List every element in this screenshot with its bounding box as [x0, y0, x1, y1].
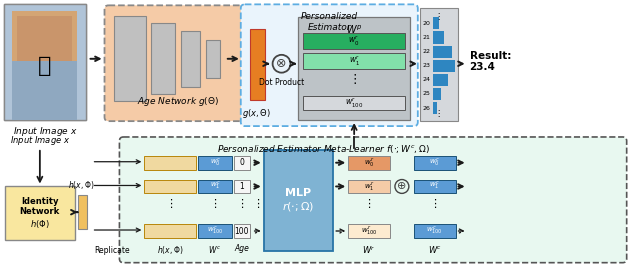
Text: ⋮: ⋮	[164, 199, 176, 209]
Text: 👧: 👧	[38, 56, 52, 76]
Bar	[433, 102, 437, 114]
Bar	[181, 31, 200, 86]
Text: Result:
23.4: Result: 23.4	[470, 51, 511, 72]
Text: $w_0^r$: $w_0^r$	[364, 157, 374, 169]
Bar	[303, 33, 405, 49]
Text: 0: 0	[239, 158, 244, 167]
Bar	[17, 16, 72, 61]
Bar	[12, 61, 77, 120]
Bar	[303, 96, 405, 110]
Text: $w_0^r$: $w_0^r$	[348, 34, 360, 48]
Text: 26: 26	[423, 106, 431, 111]
Bar	[198, 156, 232, 170]
Text: Input Image $x$: Input Image $x$	[13, 125, 77, 138]
Text: ⊗: ⊗	[276, 57, 287, 70]
Bar	[234, 156, 250, 170]
Text: $w_{100}^r$: $w_{100}^r$	[345, 96, 364, 110]
Text: $W^r$: $W^r$	[362, 244, 376, 256]
Bar	[198, 180, 232, 193]
Text: ⋮: ⋮	[429, 199, 440, 209]
Text: ⋮: ⋮	[435, 12, 443, 21]
Text: $w_{100}^r$: $w_{100}^r$	[361, 225, 378, 237]
Text: $W^c$: $W^c$	[428, 244, 442, 255]
Text: ⋮: ⋮	[236, 199, 247, 209]
Text: $W^p$: $W^p$	[346, 23, 362, 36]
Text: $w_1^r$: $w_1^r$	[364, 180, 374, 193]
Text: 25: 25	[423, 92, 431, 96]
Bar	[144, 224, 196, 238]
Text: $W^c$: $W^c$	[209, 244, 221, 255]
Bar	[198, 224, 232, 238]
Text: $w_1^c$: $w_1^c$	[209, 180, 220, 193]
Bar	[420, 8, 458, 121]
Text: Age: Age	[234, 244, 249, 253]
Text: 1: 1	[239, 182, 244, 191]
Bar	[77, 195, 86, 229]
Bar	[4, 4, 86, 120]
Bar	[4, 4, 86, 120]
Text: $h(x,\Phi)$: $h(x,\Phi)$	[68, 179, 95, 191]
Text: 100: 100	[234, 227, 249, 235]
Bar	[303, 53, 405, 69]
Bar	[144, 180, 196, 193]
Text: $g(x,\Theta)$: $g(x,\Theta)$	[242, 107, 271, 120]
Text: ⋮: ⋮	[209, 199, 220, 209]
Bar	[433, 46, 452, 58]
Text: $h(x,\Phi)$: $h(x,\Phi)$	[157, 244, 184, 256]
Text: $w_{100}^c$: $w_{100}^c$	[426, 225, 443, 237]
Bar	[414, 156, 456, 170]
Text: Identity
Network
$h(\Phi)$: Identity Network $h(\Phi)$	[20, 197, 60, 230]
Bar	[414, 224, 456, 238]
Text: MLP
$r(\cdot;\Omega)$: MLP $r(\cdot;\Omega)$	[282, 188, 315, 213]
Text: 23: 23	[423, 63, 431, 68]
Bar	[234, 224, 250, 238]
Bar	[250, 29, 265, 100]
Text: ⋮: ⋮	[435, 109, 443, 118]
Bar	[144, 156, 196, 170]
Bar	[433, 88, 442, 100]
Bar	[151, 23, 175, 94]
Text: $w_1^r$: $w_1^r$	[349, 54, 360, 68]
FancyBboxPatch shape	[120, 137, 627, 263]
Bar	[348, 156, 390, 170]
Text: ⋮: ⋮	[252, 199, 263, 209]
Text: $w_1^c$: $w_1^c$	[429, 180, 440, 193]
Text: $w_0^c$: $w_0^c$	[429, 157, 440, 169]
Bar	[12, 11, 77, 61]
Bar	[414, 180, 456, 193]
Bar	[5, 187, 75, 240]
Text: ⊕: ⊕	[397, 181, 406, 191]
Text: 21: 21	[423, 35, 431, 40]
Text: Input Image $x$: Input Image $x$	[10, 134, 70, 147]
Bar	[433, 31, 444, 43]
Bar	[264, 150, 333, 251]
Text: 20: 20	[423, 21, 431, 26]
Text: Personalized
Estimator: Personalized Estimator	[301, 12, 358, 32]
Text: Dot Product: Dot Product	[259, 77, 304, 87]
Text: Replicate: Replicate	[95, 246, 130, 255]
Text: ⋮: ⋮	[348, 73, 360, 86]
Text: 22: 22	[423, 49, 431, 54]
Text: 24: 24	[423, 77, 431, 82]
Bar	[234, 180, 250, 193]
Bar	[298, 17, 410, 120]
Text: Age Network $g(\Theta)$: Age Network $g(\Theta)$	[137, 95, 220, 108]
Text: $w_0^c$: $w_0^c$	[209, 157, 220, 169]
Bar	[348, 224, 390, 238]
Bar	[433, 60, 454, 72]
Text: ⋮: ⋮	[364, 199, 374, 209]
FancyBboxPatch shape	[104, 5, 252, 121]
FancyBboxPatch shape	[241, 4, 418, 126]
Text: $w_{100}^c$: $w_{100}^c$	[207, 225, 223, 237]
Bar	[433, 74, 448, 86]
Bar	[206, 40, 220, 77]
Bar	[433, 17, 439, 29]
Bar	[115, 16, 147, 101]
Bar	[348, 180, 390, 193]
Text: Personalized Estimator Meta-Learner $f(\cdot;W^c,\Omega)$: Personalized Estimator Meta-Learner $f(\…	[217, 143, 430, 155]
